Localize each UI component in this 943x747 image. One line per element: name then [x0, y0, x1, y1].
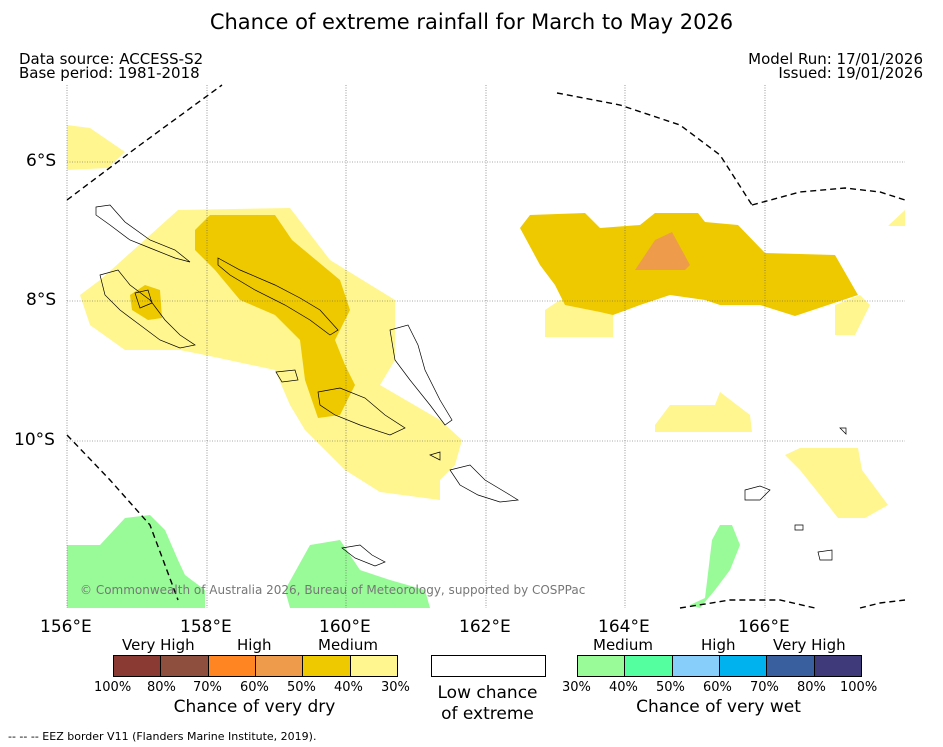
copyright-notice: © Commonwealth of Australia 2026, Bureau…	[80, 583, 586, 597]
eez-footnote: -- -- -- EEZ border V11 (Flanders Marine…	[8, 730, 317, 743]
wet-tick-100: 100%	[840, 680, 878, 695]
base-period: Base period: 1981-2018	[19, 64, 200, 82]
dry-tick-50: 50%	[287, 680, 316, 695]
wet-tick-70: 70%	[750, 680, 779, 695]
dry-swatch-30-40	[350, 656, 397, 676]
low-chance-swatch	[431, 655, 546, 677]
dry-swatch-70-80	[161, 656, 209, 676]
wet-colorbar	[577, 655, 862, 677]
lon-label-160e: 160°E	[319, 617, 371, 637]
wet-legend-title: Chance of very wet	[636, 697, 801, 717]
dry-category-medium: Medium	[318, 636, 378, 654]
wet-category-medium: Medium	[593, 636, 653, 654]
coastlines	[95, 204, 847, 567]
gridlines	[66, 85, 905, 608]
dry-tick-30: 30%	[381, 680, 410, 695]
lon-label-156e: 156°E	[40, 617, 92, 637]
lon-label-162e: 162°E	[459, 617, 511, 637]
wet-swatch-60-70	[719, 656, 768, 676]
page-title: Chance of extreme rainfall for March to …	[209, 10, 734, 34]
dry-tick-80: 80%	[147, 680, 176, 695]
dry-legend-title: Chance of very dry	[173, 697, 336, 717]
wet-swatch-70-80	[767, 656, 815, 676]
dry-category-high: High	[237, 636, 272, 654]
lon-label-166e: 166°E	[738, 617, 790, 637]
wet-swatch-40-50	[625, 656, 673, 676]
dry-tick-60: 60%	[240, 680, 269, 695]
dry-swatch-60-70	[208, 656, 256, 676]
dry-tick-70: 70%	[193, 680, 222, 695]
low-chance-label-line2: of extreme	[441, 704, 534, 724]
wet-30-40-zone	[67, 515, 740, 608]
wet-tick-50: 50%	[656, 680, 685, 695]
wet-category-very-high: Very High	[773, 636, 846, 654]
lon-label-158e: 158°E	[180, 617, 232, 637]
dry-swatch-50-60	[255, 656, 304, 676]
data-source: Data source: ACCESS-S2	[19, 50, 204, 68]
model-run: Model Run: 17/01/2026	[748, 50, 923, 68]
wet-category-high: High	[701, 636, 736, 654]
dry-tick-40: 40%	[334, 680, 363, 695]
low-chance-label-line1: Low chance	[437, 683, 538, 703]
lat-label-10s: 10°S	[14, 430, 55, 450]
wet-tick-80: 80%	[797, 680, 826, 695]
lat-label-8s: 8°S	[26, 290, 57, 310]
dry-30-40-zone	[67, 125, 905, 518]
dry-category-very-high: Very High	[122, 636, 195, 654]
eez-borders	[66, 84, 906, 609]
lon-label-164e: 164°E	[598, 617, 650, 637]
dry-swatch-40-50	[303, 656, 351, 676]
lat-label-6s: 6°S	[26, 151, 57, 171]
wet-swatch-80-100	[814, 656, 861, 676]
dry-swatch-80-100	[114, 656, 162, 676]
wet-swatch-50-60	[672, 656, 720, 676]
issued-date: Issued: 19/01/2026	[778, 64, 923, 82]
dry-colorbar	[113, 655, 398, 677]
wet-swatch-30-40	[578, 656, 626, 676]
dry-50-60-zone	[635, 232, 690, 270]
wet-tick-60: 60%	[703, 680, 732, 695]
wet-tick-40: 40%	[609, 680, 638, 695]
dry-tick-100: 100%	[94, 680, 132, 695]
wet-tick-30: 30%	[562, 680, 591, 695]
